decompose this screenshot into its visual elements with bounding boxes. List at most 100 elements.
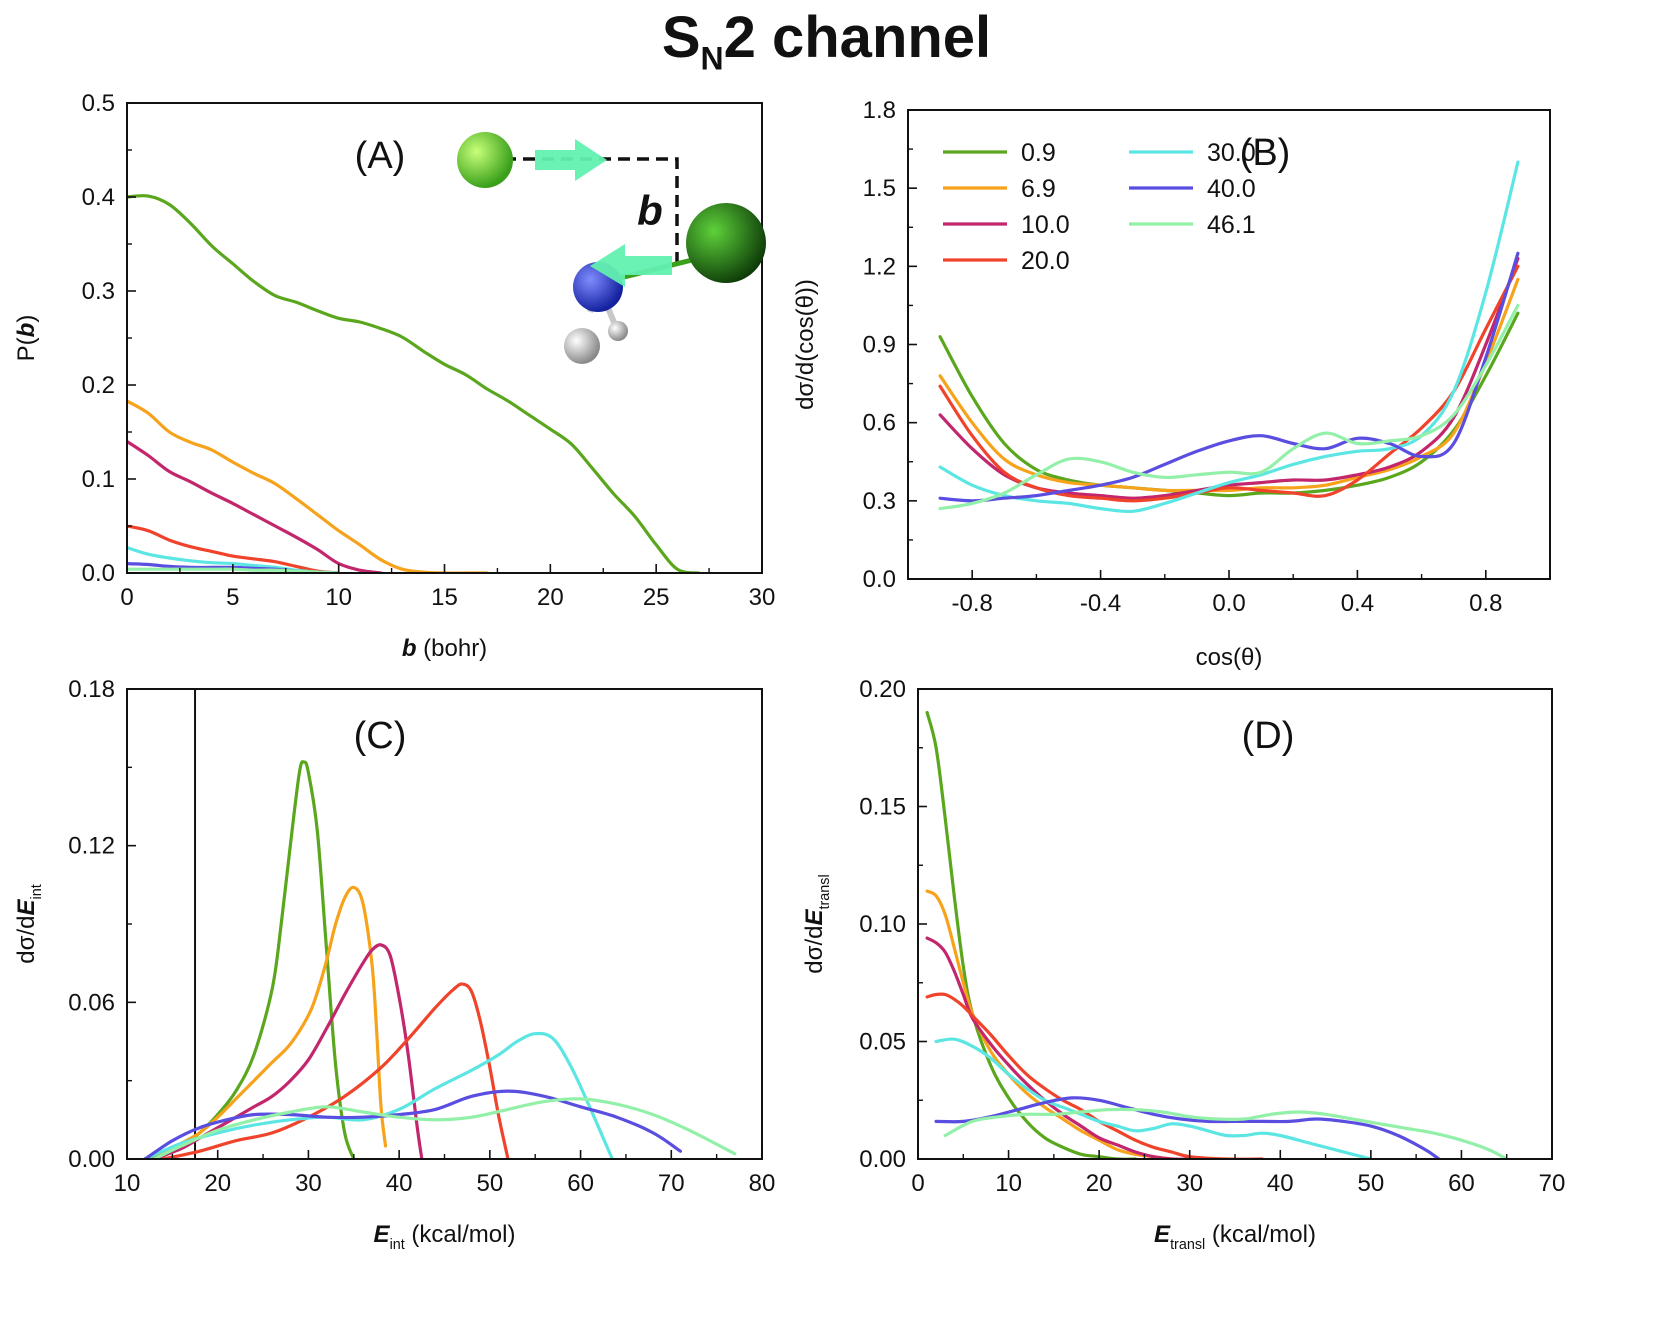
x-axis-label: Etransl (kcal/mol) (1154, 1221, 1316, 1253)
x-tick-label: 10 (995, 1170, 1022, 1197)
x-tick-label: 80 (749, 1170, 776, 1197)
legend-label-0.9: 0.9 (1021, 139, 1056, 167)
series-line-0.9 (925, 710, 1137, 1159)
legend-label-10.0: 10.0 (1021, 211, 1070, 239)
panel-B: -0.8 -0.4 0.0 0.4 0.8 0.0 0.3 0.6 0.9 1.2 1.5 1.8 co… (792, 97, 1551, 671)
panel-C: 10 20 30 40 50 60 70 80 0.00 0.06 0.12 0.18 Eint (kc… (13, 676, 775, 1253)
x-axis-label: b (bohr) (402, 635, 487, 662)
plot-frame (917, 688, 1553, 1160)
x-axis-label: cos(θ) (1196, 644, 1263, 671)
y-tick-label: 0.4 (82, 184, 115, 211)
series-line-10.0 (925, 936, 1192, 1159)
x-tick-label: 20 (204, 1170, 231, 1197)
series-group (925, 710, 1509, 1159)
y-tick-label: 0.9 (863, 332, 896, 359)
y-tick-label: 1.8 (863, 97, 896, 124)
legend-label-40.0: 40.0 (1207, 175, 1256, 203)
legend-label-30.0: 30.0 (1207, 139, 1256, 167)
x-tick-label: 0.4 (1341, 590, 1374, 617)
series-line-6.9 (938, 277, 1520, 493)
series-line-46.1 (943, 1107, 1509, 1159)
y-tick-label: 0.06 (68, 989, 115, 1016)
x-tick-label: 30 (295, 1170, 322, 1197)
legend-label-20.0: 20.0 (1021, 247, 1070, 275)
y-tick-label: 1.2 (863, 253, 896, 280)
x-tick-label: 20 (537, 584, 564, 611)
y-axis-label: dσ/dEint (13, 884, 45, 963)
y-tick-label: 0.20 (859, 676, 906, 703)
chlorine-atom-dark-icon (686, 203, 766, 283)
impact-dashed-line (466, 157, 679, 262)
x-tick-label: 10 (114, 1170, 141, 1197)
x-tick-label: 20 (1086, 1170, 1113, 1197)
x-tick-label: 25 (643, 584, 670, 611)
x-tick-label: 60 (1448, 1170, 1475, 1197)
y-tick-label: 0.2 (82, 372, 115, 399)
panel-label: (A) (355, 135, 406, 177)
series-line-40.0 (938, 251, 1520, 503)
series-line-20.0 (127, 524, 341, 573)
x-tick-label: 0 (120, 584, 133, 611)
y-tick-label: 0.15 (859, 794, 906, 821)
x-tick-label: 0 (911, 1170, 924, 1197)
series-line-0.9 (143, 760, 356, 1159)
series-group (938, 160, 1520, 514)
plot-frame (126, 102, 763, 574)
molecule-collision-icon: b (457, 132, 766, 364)
series-line-46.1 (938, 303, 1520, 511)
x-tick-label: 10 (325, 584, 352, 611)
panel-label: (C) (354, 715, 407, 757)
y-tick-label: 0.3 (863, 488, 896, 515)
y-tick-label: 0.18 (68, 676, 115, 703)
series-line-20.0 (925, 992, 1264, 1159)
legend-label-6.9: 6.9 (1021, 175, 1056, 203)
y-tick-label: 0.05 (859, 1029, 906, 1056)
x-tick-label: 40 (386, 1170, 413, 1197)
hydrogen-atom-icon (564, 328, 600, 364)
x-tick-label: 0.0 (1212, 590, 1245, 617)
arrow-left-icon (590, 244, 672, 287)
panel-A: 0 5 10 15 20 25 30 0.0 0.1 0.2 0.3 0.4 0.5 b (bohr) P(… (13, 90, 775, 662)
x-tick-label: 40 (1267, 1170, 1294, 1197)
x-tick-label: 70 (1539, 1170, 1566, 1197)
y-tick-label: 0.6 (863, 410, 896, 437)
series-line-10.0 (127, 439, 383, 573)
x-tick-label: -0.4 (1080, 590, 1121, 617)
series-line-6.9 (152, 885, 388, 1159)
legend: 0.9 30.0 6.9 40.0 10.0 46.1 20.0 (943, 139, 1256, 275)
y-tick-label: 1.5 (863, 175, 896, 202)
series-line-10.0 (152, 943, 424, 1159)
impact-parameter-label: b (637, 187, 663, 234)
series-group (127, 194, 701, 573)
series-line-6.9 (127, 399, 489, 573)
series-line-0.9 (938, 311, 1520, 498)
y-tick-label: 0.5 (82, 90, 115, 117)
plot-frame (126, 688, 763, 1160)
series-line-0.9 (127, 194, 701, 573)
y-axis-label: dσ/d(cos(θ)) (792, 279, 819, 410)
y-tick-label: 0.12 (68, 833, 115, 860)
x-tick-label: 30 (749, 584, 776, 611)
panel-D: 0 10 20 30 40 50 60 70 0.00 0.05 0.10 0.15 0.20 Etran… (801, 676, 1565, 1253)
x-tick-label: 60 (567, 1170, 594, 1197)
x-tick-label: 50 (1358, 1170, 1385, 1197)
title-subscript: N (700, 40, 724, 77)
series-group (143, 760, 737, 1159)
series-line-20.0 (161, 982, 510, 1159)
series-line-6.9 (925, 889, 1174, 1159)
x-tick-label: -0.8 (952, 590, 993, 617)
series-line-40.0 (143, 1089, 682, 1159)
series-line-30.0 (934, 1037, 1373, 1159)
title-main: S (661, 5, 701, 70)
x-axis-label: Eint (kcal/mol) (374, 1221, 516, 1253)
y-tick-label: 0.10 (859, 911, 906, 938)
figure-title: SN2 channel (0, 4, 1653, 78)
y-tick-label: 0.1 (82, 466, 115, 493)
y-tick-label: 0.00 (859, 1146, 906, 1173)
x-tick-label: 5 (226, 584, 239, 611)
title-rest: 2 channel (723, 5, 992, 70)
x-tick-label: 30 (1176, 1170, 1203, 1197)
chlorine-atom-icon (457, 132, 513, 188)
panel-label: (D) (1242, 715, 1295, 757)
series-line-30.0 (143, 1031, 614, 1159)
